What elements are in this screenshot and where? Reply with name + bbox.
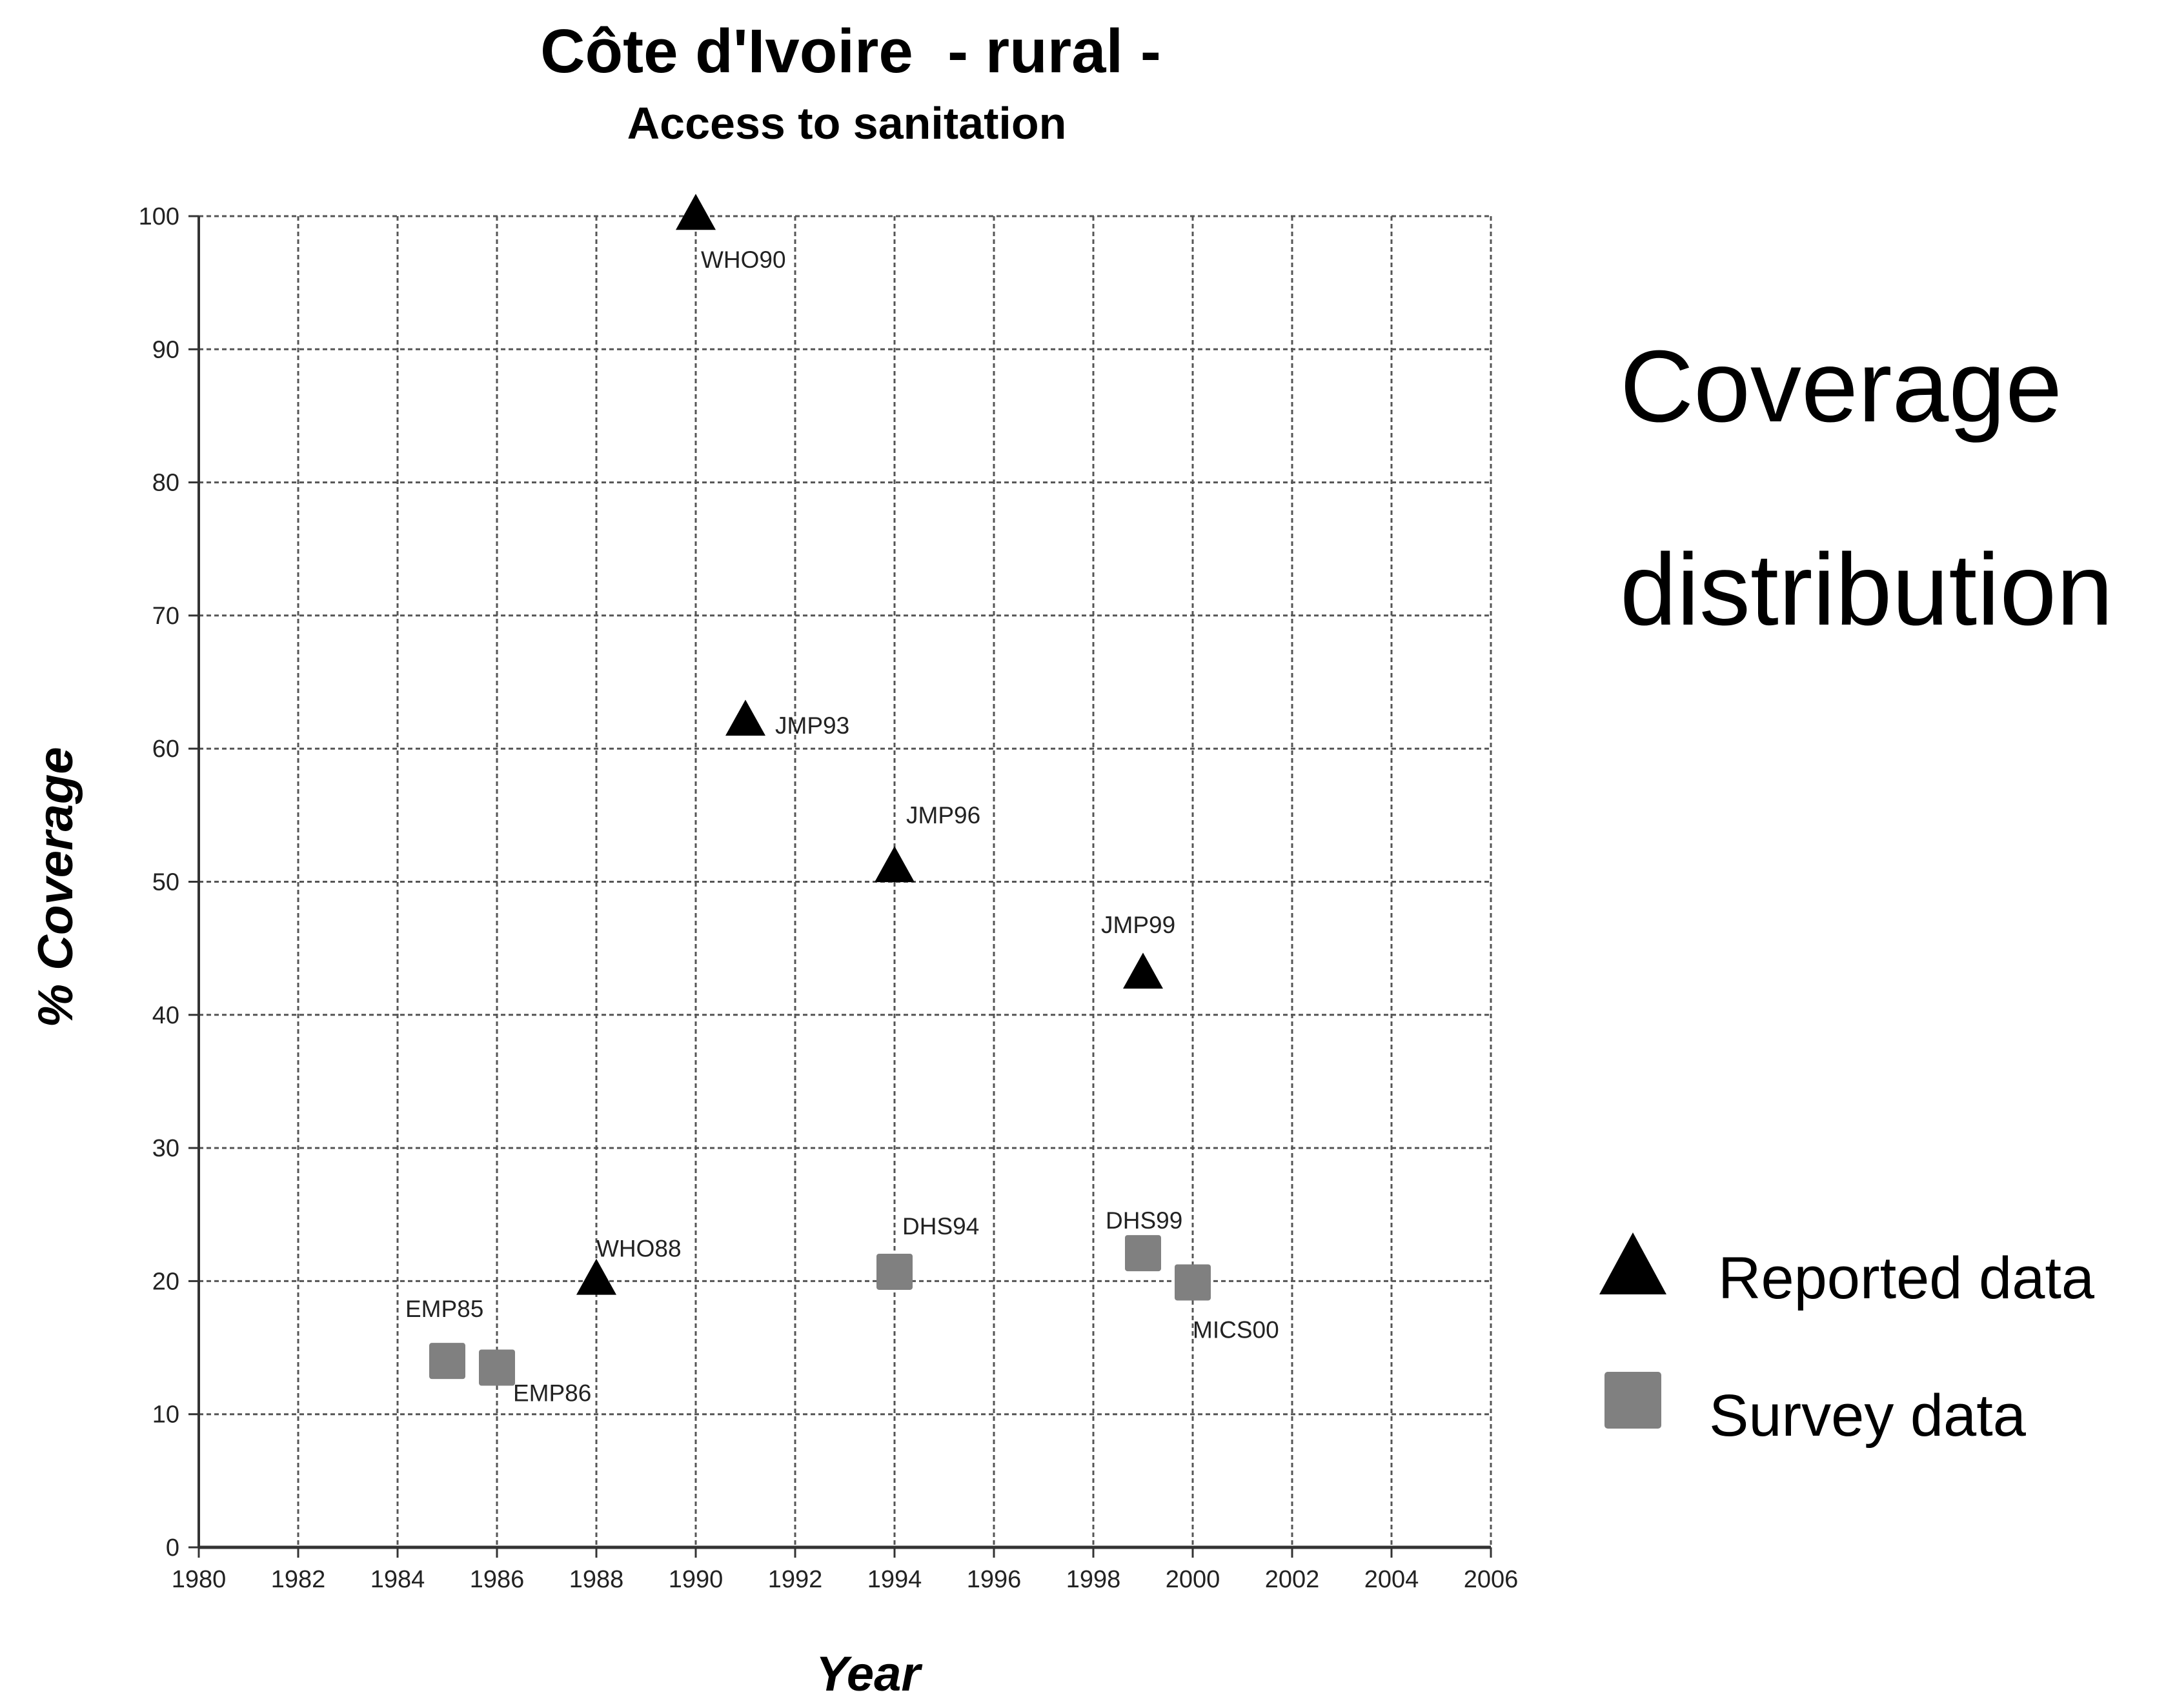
data-label: JMP93 [775,712,849,739]
y-tick-label: 80 [152,470,179,497]
y-tick-label: 20 [152,1268,179,1295]
x-tick-label: 1980 [172,1566,227,1593]
x-tick-label: 1998 [1066,1566,1121,1593]
data-points [429,194,1211,1386]
data-label: JMP99 [1101,912,1175,938]
x-tick-label: 1988 [569,1566,624,1593]
grid-lines [199,215,1492,1547]
x-axis-label: Year [816,1647,923,1702]
x-tick-label: 2006 [1464,1566,1519,1593]
titles: Côte d'Ivoire - rural - Access to sanitat… [28,17,1161,1702]
data-point-survey [1175,1264,1211,1301]
y-tick-label: 100 [139,203,179,230]
legend-marker-reported [1599,1232,1666,1294]
data-point-reported [676,194,716,230]
y-tick-label: 0 [166,1534,179,1562]
data-label: JMP96 [906,802,980,829]
x-tick-label: 1996 [967,1566,1022,1593]
legend: Reported data Survey data [1599,1232,2095,1449]
x-tick-label: 1994 [867,1566,922,1593]
data-point-survey [876,1253,913,1290]
data-point-survey [479,1349,515,1386]
data-point-reported [576,1258,616,1295]
data-point-reported [725,699,765,736]
y-tick-label: 60 [152,736,179,763]
x-tick-label: 1990 [669,1566,724,1593]
x-tick-label: 2004 [1364,1566,1419,1593]
data-label: MICS00 [1193,1316,1279,1343]
data-point-survey [429,1343,465,1380]
tick-labels: 1980 1982 1984 1986 1988 1990 1992 1994 1996 1998… [139,203,1519,1593]
data-label: WHO90 [701,246,786,273]
axes [188,215,1492,1558]
x-tick-label: 2002 [1265,1566,1320,1593]
x-tick-label: 1982 [271,1566,326,1593]
side-heading-line1: Coverage [1620,330,2063,443]
y-tick-label: 10 [152,1402,179,1429]
data-labels: WHO88 WHO90 JMP93 JMP96 JMP99 EMP85 EMP86 DHS94… [405,246,1279,1406]
data-point-reported [875,846,915,883]
x-tick-label: 1992 [768,1566,823,1593]
chart-title: Côte d'Ivoire - rural - [540,17,1161,86]
chart-subtitle: Access to sanitation [627,98,1067,148]
x-tick-label: 1984 [370,1566,425,1593]
data-point-survey [1125,1235,1161,1272]
x-tick-label: 2000 [1166,1566,1220,1593]
x-tick-label: 1986 [470,1566,525,1593]
y-tick-label: 50 [152,869,179,896]
y-tick-label: 40 [152,1002,179,1029]
data-label: EMP86 [513,1380,591,1406]
legend-label: Survey data [1709,1383,2027,1449]
data-label: DHS99 [1106,1207,1182,1234]
data-label: DHS94 [902,1213,979,1240]
legend-label: Reported data [1718,1245,2095,1311]
data-point-reported [1123,952,1163,989]
y-tick-label: 30 [152,1135,179,1162]
y-tick-label: 70 [152,603,179,630]
legend-marker-survey [1604,1372,1661,1429]
data-label: WHO88 [596,1235,682,1261]
data-label: EMP85 [405,1296,483,1322]
y-axis-label: % Coverage [28,747,83,1027]
y-tick-label: 90 [152,336,179,363]
side-heading-line2: distribution [1620,533,2114,647]
